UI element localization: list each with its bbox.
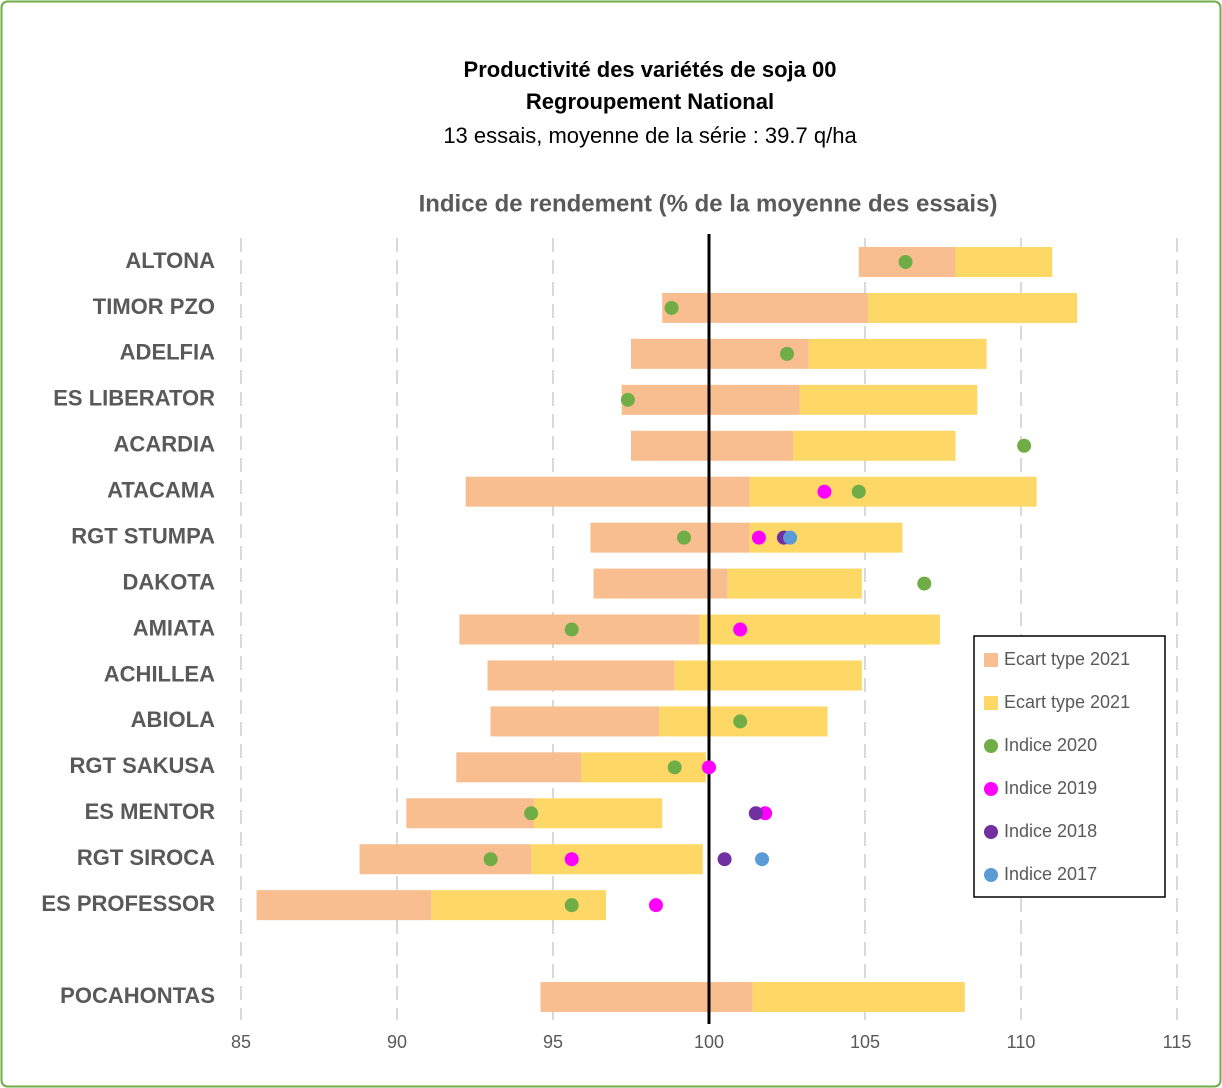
bar-segment: [406, 798, 535, 829]
scatter-point: [564, 852, 579, 867]
bar-segment: [752, 982, 965, 1013]
bar-segment: [459, 614, 700, 645]
y-tick-label: AMIATA: [133, 615, 215, 640]
y-tick-label: ACARDIA: [114, 432, 216, 457]
legend-marker: [984, 653, 998, 667]
scatter-point: [783, 530, 798, 545]
scatter-point: [755, 852, 770, 867]
legend-label: Ecart type 2021: [1004, 692, 1130, 712]
bar-segment: [490, 706, 660, 737]
y-tick-label: RGT STUMPA: [71, 523, 215, 548]
x-tick-label: 95: [543, 1032, 563, 1052]
y-tick-label: ABIOLA: [131, 707, 215, 732]
scatter-point: [1017, 438, 1032, 453]
bar-segment: [727, 568, 862, 599]
y-tick-label: RGT SAKUSA: [70, 753, 216, 778]
legend-marker: [984, 696, 998, 710]
legend-label: Indice 2019: [1004, 778, 1097, 798]
x-tick-label: 105: [850, 1032, 880, 1052]
x-tick-label: 90: [387, 1032, 407, 1052]
scatter-point: [780, 346, 794, 361]
bar-segment: [799, 384, 978, 415]
y-tick-label: ALTONA: [125, 248, 215, 273]
bar-segment: [631, 338, 809, 369]
scatter-point: [564, 622, 579, 637]
legend-marker: [984, 868, 998, 882]
chart-title: Productivité des variétés de soja 00: [464, 57, 837, 82]
bar-segment: [487, 660, 675, 691]
scatter-point: [648, 898, 663, 913]
y-tick-label: ES MENTOR: [85, 799, 216, 824]
legend-label: Indice 2018: [1004, 821, 1097, 841]
scatter-point: [677, 530, 692, 545]
bar-segment: [590, 522, 750, 553]
scatter-point: [733, 714, 748, 729]
y-tick-label: ES PROFESSOR: [41, 891, 215, 916]
bar-segment: [808, 338, 987, 369]
scatter-point: [483, 852, 498, 867]
y-tick-label: ATACAMA: [107, 478, 215, 503]
bar-segment: [749, 522, 903, 553]
chart-subtitle: Regroupement National: [526, 89, 774, 114]
scatter-point: [851, 484, 866, 499]
bar-segment: [431, 890, 607, 921]
scatter-point: [817, 484, 832, 499]
bar-segment: [540, 982, 753, 1013]
bar-segment: [593, 568, 728, 599]
bar-segment: [581, 752, 706, 783]
bar-segment: [955, 247, 1053, 277]
x-tick-label: 100: [694, 1032, 724, 1052]
y-tick-label: DAKOTA: [123, 569, 216, 594]
chart-note: 13 essais, moyenne de la série : 39.7 q/…: [443, 123, 857, 148]
scatter-point: [524, 806, 539, 821]
y-tick-label: ES LIBERATOR: [53, 386, 215, 411]
x-tick-label: 115: [1163, 1032, 1192, 1052]
x-tick-label: 85: [231, 1032, 251, 1052]
bar-segment: [534, 798, 663, 829]
y-tick-label: TIMOR PZO: [93, 294, 215, 319]
scatter-point: [664, 300, 679, 315]
scatter-point: [717, 852, 732, 867]
bar-segment: [631, 430, 794, 461]
bar-segment: [749, 476, 1037, 507]
legend-marker: [984, 739, 998, 753]
legend-marker: [984, 782, 998, 796]
legend-marker: [984, 825, 998, 839]
y-tick-label: ACHILLEA: [104, 661, 215, 686]
y-tick-label: RGT SIROCA: [77, 845, 215, 870]
bar-segment: [674, 660, 862, 691]
x-tick-label: 110: [1007, 1032, 1036, 1052]
bar-segment: [868, 292, 1078, 323]
scatter-point: [748, 806, 763, 821]
bar-segment: [456, 752, 582, 783]
legend-label: Indice 2020: [1004, 735, 1097, 755]
legend-box: [973, 635, 1166, 898]
bar-segment: [662, 292, 869, 323]
scatter-point: [917, 576, 932, 591]
scatter-point: [733, 622, 748, 637]
scatter-point: [702, 760, 716, 775]
scatter-point: [898, 255, 913, 269]
bar-segment: [531, 844, 703, 875]
bar-segment: [359, 844, 532, 875]
scatter-point: [667, 760, 682, 775]
legend-label: Indice 2017: [1004, 864, 1097, 884]
y-tick-label: POCAHONTAS: [60, 983, 215, 1008]
scatter-point: [564, 898, 579, 913]
bar-segment: [465, 476, 750, 507]
y-tick-label: ADELFIA: [120, 340, 215, 365]
axis-title: Indice de rendement (% de la moyenne des…: [419, 190, 998, 217]
bar-segment: [256, 890, 432, 921]
scatter-point: [751, 530, 766, 545]
legend-label: Ecart type 2021: [1004, 649, 1130, 669]
bar-segment: [621, 384, 800, 415]
scatter-point: [620, 392, 635, 407]
bar-segment: [793, 430, 956, 461]
